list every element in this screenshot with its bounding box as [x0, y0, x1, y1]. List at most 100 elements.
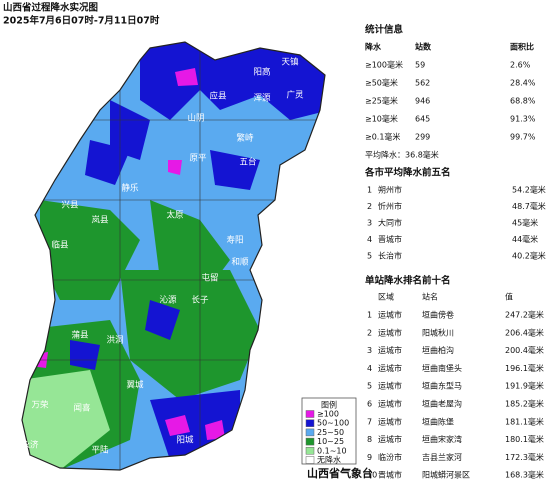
- legend-swatch: [305, 447, 315, 455]
- place-label: 兴县: [61, 201, 79, 211]
- table-cell: ≥25毫米: [365, 96, 398, 106]
- legend-label: ≥100: [317, 410, 339, 419]
- column-header: 面积比: [510, 42, 534, 52]
- table-cell: 99.7%: [510, 133, 536, 142]
- table-cell: 7: [367, 417, 372, 426]
- place-label: 山阴: [187, 113, 204, 124]
- legend-swatch: [305, 428, 315, 437]
- table-cell: 阳城蟒河景区: [422, 470, 470, 480]
- table-cell: 运城市: [378, 327, 402, 337]
- place-label: 静乐: [121, 183, 139, 194]
- section-title: 统计信息: [365, 24, 404, 36]
- subtitle: 2025年7月6日07时-7月11日07时: [3, 15, 160, 27]
- place-label: 洪洞: [106, 335, 123, 346]
- legend-label: 50~100: [317, 419, 349, 428]
- rain-map: [22, 42, 325, 470]
- place-label: 阳城: [176, 436, 194, 446]
- legend-swatch: [305, 419, 315, 427]
- table-cell: 562: [415, 79, 430, 88]
- table-cell: 28.4%: [510, 79, 536, 88]
- place-label: 太原: [166, 210, 183, 221]
- table-cell: 垣曲傍卷: [422, 310, 454, 320]
- table-cell: 忻州市: [378, 201, 402, 211]
- column-header: 区域: [378, 292, 394, 302]
- table-cell: 946: [415, 97, 430, 106]
- legend-label: 25~50: [317, 428, 344, 437]
- table-cell: 2: [367, 328, 372, 337]
- table-cell: 运城市: [378, 310, 402, 320]
- place-label: 浑源: [253, 94, 271, 104]
- table-cell: 运城市: [378, 363, 402, 373]
- table-cell: 191.9毫米: [505, 381, 544, 391]
- footer: 山西省气象台: [307, 466, 373, 480]
- column-header: 站数: [415, 42, 432, 52]
- table-cell: 3: [367, 346, 372, 355]
- place-label: 五台: [239, 157, 256, 168]
- table-cell: 晋城市: [378, 234, 402, 244]
- table-cell: 运城市: [378, 416, 402, 426]
- title: 山西省过程降水实况图: [3, 2, 98, 14]
- table-cell: 运城市: [378, 434, 402, 444]
- table-cell: 吉县兰家河: [422, 452, 462, 462]
- section-title: 单站降水排名前十名: [365, 275, 451, 287]
- table-cell: 临汾市: [378, 452, 402, 462]
- table-cell: 68.8%: [510, 97, 536, 106]
- legend-label: 10~25: [317, 437, 344, 446]
- table-cell: 垣曲老屋沟: [422, 399, 462, 409]
- table-cell: 4: [367, 235, 372, 244]
- place-label: 万荣: [31, 400, 49, 411]
- table-cell: 645: [415, 115, 430, 124]
- table-cell: 54.2毫米: [512, 185, 546, 195]
- table-cell: 91.3%: [510, 115, 536, 124]
- table-cell: 5: [367, 252, 372, 261]
- table-cell: 299: [415, 133, 430, 142]
- table-cell: 185.2毫米: [505, 399, 544, 409]
- table-cell: 垣曲东型马: [422, 381, 462, 391]
- table-cell: 59: [415, 61, 425, 70]
- table-cell: 48.7毫米: [512, 201, 546, 211]
- table-cell: 运城市: [378, 345, 402, 355]
- legend-swatch: [305, 410, 315, 418]
- column-header: 值: [505, 292, 513, 302]
- legend-label: 0.1~10: [317, 446, 347, 455]
- place-label: 天镇: [281, 57, 299, 68]
- place-label: 屯留: [201, 273, 218, 284]
- table-cell: 181.1毫米: [505, 416, 544, 426]
- table-cell: 垣曲柏沟: [422, 345, 454, 355]
- table-cell: 垣曲陈堡: [422, 416, 454, 426]
- table-cell: 垣曲南堡头: [422, 363, 462, 373]
- table-cell: 196.1毫米: [505, 363, 544, 373]
- average: 平均降水：36.8毫米: [365, 150, 439, 160]
- place-label: 临县: [51, 240, 69, 251]
- column-header: 站名: [422, 292, 438, 302]
- table-cell: 8: [367, 435, 372, 444]
- table-cell: 3: [367, 219, 372, 228]
- place-label: 繁峙: [236, 133, 254, 144]
- table-cell: 45毫米: [512, 218, 538, 228]
- table-cell: 朔州市: [378, 185, 402, 195]
- table-cell: 44毫米: [512, 234, 538, 244]
- table-cell: 1: [367, 311, 372, 320]
- table-cell: 206.4毫米: [505, 327, 544, 337]
- table-cell: ≥50毫米: [365, 78, 398, 88]
- section-title: 各市平均降水前五名: [364, 167, 451, 179]
- table-cell: 10: [367, 471, 377, 480]
- table-cell: 2.6%: [510, 61, 531, 70]
- table-cell: ≥10毫米: [365, 114, 398, 124]
- table-cell: 运城市: [378, 399, 402, 409]
- place-label: 翼城: [126, 381, 144, 391]
- place-label: 岚县: [91, 216, 109, 226]
- table-cell: 9: [367, 453, 372, 462]
- legend-label: 无降水: [317, 455, 341, 465]
- place-label: 广灵: [286, 90, 304, 101]
- place-label: 长子: [191, 295, 209, 306]
- table-cell: 6: [367, 400, 372, 409]
- place-label: 应县: [209, 91, 227, 102]
- table-cell: 172.3毫米: [505, 452, 544, 462]
- table-cell: 垣曲宋家湾: [422, 434, 462, 444]
- table-cell: 长治市: [378, 251, 402, 261]
- place-label: 蒲县: [71, 330, 89, 341]
- table-cell: 运城市: [378, 381, 402, 391]
